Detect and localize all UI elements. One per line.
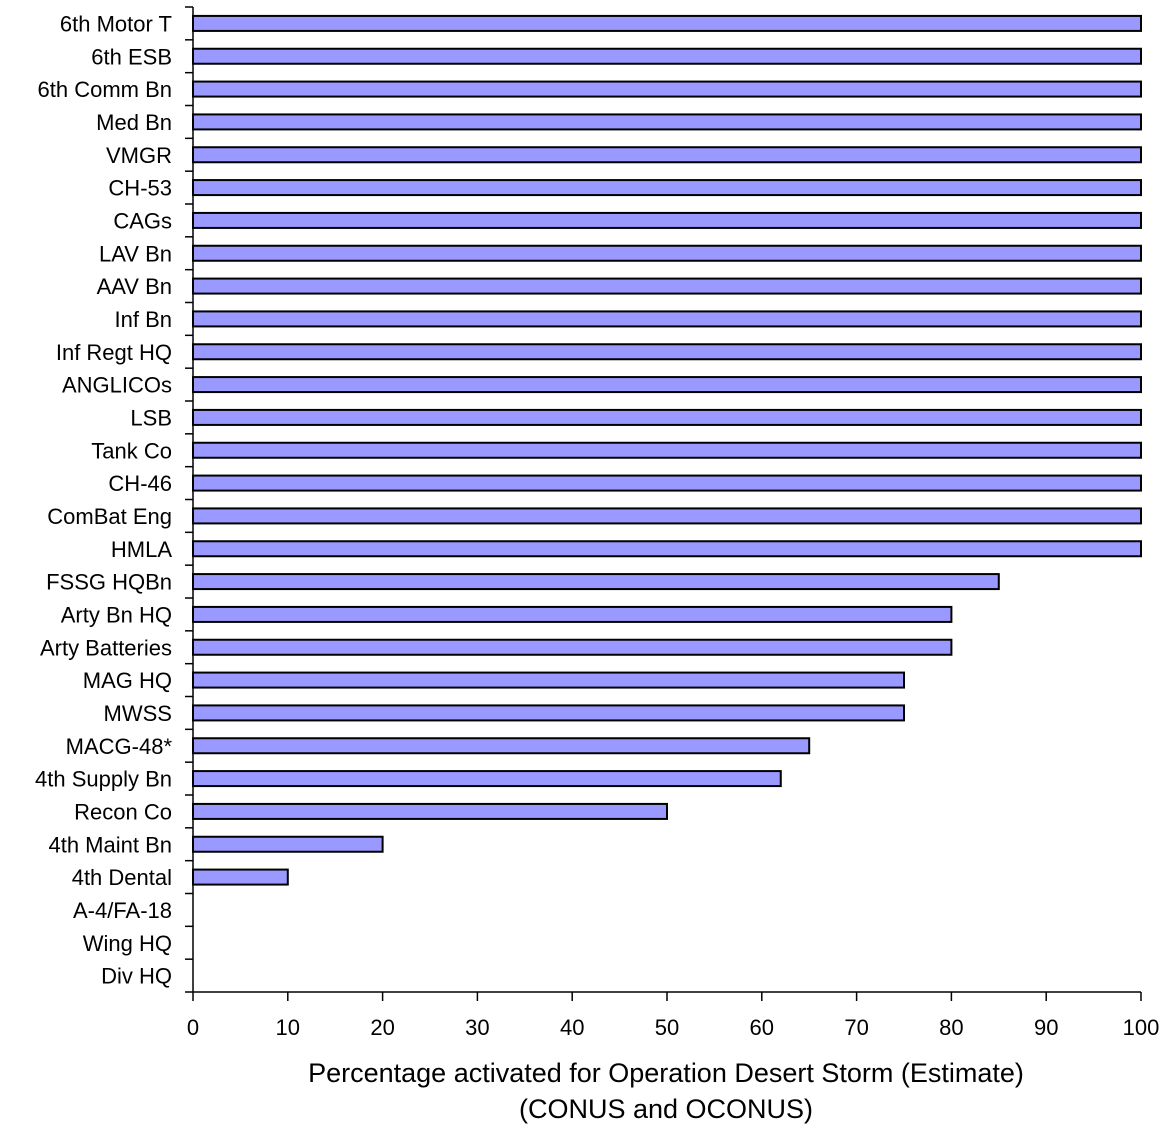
category-label: LSB [130,405,172,430]
category-label: LAV Bn [99,241,172,266]
category-label: 6th ESB [91,44,172,69]
x-axis-title: Percentage activated for Operation Deser… [308,1058,1024,1088]
x-tick-label: 10 [276,1015,300,1040]
category-label: CH-46 [108,471,172,496]
bar [192,671,905,689]
bars-layer [192,14,1142,886]
x-tick-label: 80 [939,1015,963,1040]
x-tick-label: 70 [844,1015,868,1040]
category-label: Inf Regt HQ [56,340,172,365]
category-label: MACG-48* [66,734,173,759]
bar [192,408,1142,426]
bar [192,770,782,788]
category-label: ANGLICOs [62,373,172,398]
category-label: 6th Motor T [60,11,172,36]
bar [192,573,1000,591]
category-label: Recon Co [74,799,172,824]
bar [192,605,953,623]
category-label: Arty Batteries [40,635,172,660]
category-label: Wing HQ [83,931,172,956]
bar [192,244,1142,262]
category-label: MAG HQ [83,668,172,693]
bar [192,310,1142,328]
x-tick-label: 40 [560,1015,584,1040]
bar [192,113,1142,131]
bar [192,80,1142,98]
category-label: 6th Comm Bn [38,77,173,102]
category-label: VMGR [106,143,172,168]
x-tick-label: 50 [655,1015,679,1040]
category-label: HMLA [111,537,172,562]
category-label: MWSS [104,701,172,726]
labels-layer: 6th Motor T 6th ESB 6th Comm Bn Med Bn VMGR C… [35,11,1159,1040]
x-tick-label: 90 [1034,1015,1058,1040]
bar [192,441,1142,459]
category-label: Tank Co [91,438,172,463]
category-label: Arty Bn HQ [61,602,172,627]
category-label: Med Bn [96,110,172,135]
bar [192,47,1142,65]
x-tick-label: 30 [465,1015,489,1040]
x-tick-label: 20 [370,1015,394,1040]
category-label: CAGs [113,208,172,233]
bar [192,540,1142,558]
bar [192,211,1142,229]
category-label: ComBat Eng [47,504,172,529]
bar [192,737,811,755]
bar [192,277,1142,295]
x-tick-label: 100 [1123,1015,1160,1040]
x-tick-label: 60 [750,1015,774,1040]
bar [192,638,953,656]
category-label: 4th Supply Bn [35,767,172,792]
bar [192,343,1142,361]
axes-layer [185,6,1142,1001]
x-axis-subtitle: (CONUS and OCONUS) [519,1094,813,1124]
bar [192,14,1142,32]
category-label: Inf Bn [115,307,172,332]
category-label: AAV Bn [97,274,172,299]
bar [192,507,1142,525]
bar [192,376,1142,394]
bar [192,146,1142,164]
category-label: FSSG HQBn [46,570,172,595]
category-label: CH-53 [108,176,172,201]
category-label: A-4/FA-18 [73,898,172,923]
bar [192,802,668,820]
category-label: Div HQ [101,964,172,989]
category-label: 4th Maint Bn [48,832,172,857]
category-label: 4th Dental [72,865,172,890]
bar [192,179,1142,197]
x-tick-label: 0 [187,1015,199,1040]
bar [192,704,905,722]
bar [192,868,289,886]
bar [192,835,384,853]
bar [192,474,1142,492]
